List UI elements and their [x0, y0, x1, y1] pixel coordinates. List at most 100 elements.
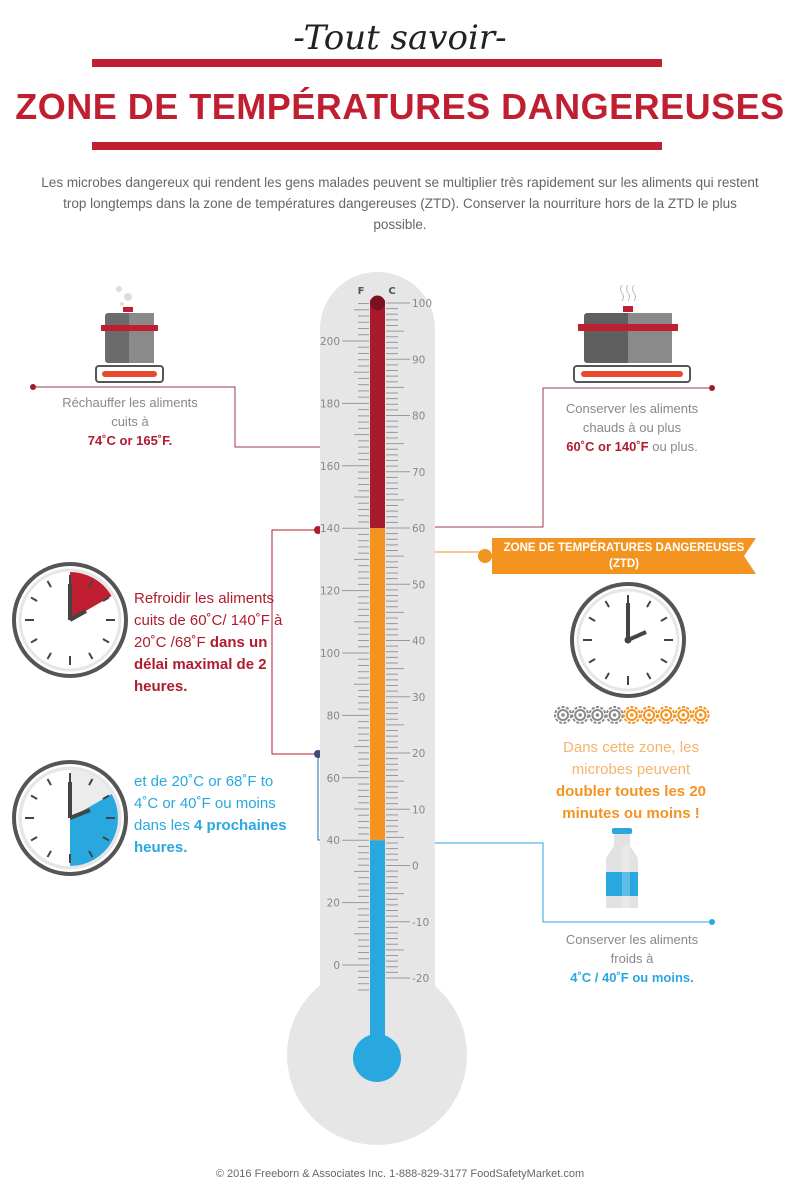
divider-bottom	[92, 142, 662, 150]
f-tick-label: 140	[320, 523, 340, 535]
connector-dot	[709, 385, 715, 391]
clock-tick	[588, 616, 596, 622]
clock-tick	[604, 600, 610, 608]
cool-step1-bold: dans un délai maximal de 2 heures.	[134, 634, 268, 695]
clock-tick	[588, 658, 596, 664]
f-tick-label: 180	[320, 398, 340, 410]
c-tick-label: 90	[412, 354, 425, 366]
pot-steam-icon	[95, 286, 164, 383]
c-tick-label: -10	[412, 917, 429, 929]
clock-tick	[660, 616, 668, 622]
intro-text: Les microbes dangereux qui rendent les g…	[41, 175, 759, 232]
f-tick-label: 20	[327, 898, 340, 910]
divider-top	[92, 59, 662, 67]
c-tick-label: 10	[412, 804, 425, 816]
reheat-label: Réchauffer les aliments cuits à 74˚C or …	[50, 393, 210, 450]
f-tick-label: 160	[320, 461, 340, 473]
c-tick-label: 30	[412, 692, 425, 704]
microbe-icon	[622, 706, 641, 724]
microbe-row	[554, 706, 710, 724]
milk-bottle-icon	[606, 828, 638, 908]
cool-step2-text: et de 20˚C or 68˚F to 4˚C or 40˚F ou moi…	[134, 773, 276, 834]
c-tick-label: 40	[412, 636, 425, 648]
microbe-icon	[657, 706, 676, 724]
clock-tick	[30, 638, 38, 644]
clock-tick	[660, 658, 668, 664]
microbe-icon	[605, 706, 624, 724]
pot-hot-icon	[573, 284, 691, 383]
cold-hold-text: Conserver les aliments froids à	[565, 932, 699, 966]
microbe-icon	[691, 706, 710, 724]
c-tick-label: 80	[412, 411, 425, 423]
microbe-icon	[640, 706, 658, 724]
clock-2h-icon	[12, 562, 128, 678]
danger-zone-banner-text: ZONE DE TEMPÉRATURES DANGEREUSES (ZTD)	[503, 542, 745, 570]
cold-zone-fill	[370, 840, 385, 1050]
danger-zone-text: Dans cette zone, les microbes peuvent do…	[543, 737, 719, 825]
thermometer: 0 20 40 60 80 100 120 140 160 180 200 -20 -10 0 10 20 30…	[287, 272, 467, 1145]
cool-connector	[271, 529, 318, 755]
danger-zone-banner	[492, 538, 756, 574]
danger-zone-bold: doubler toutes les 20 minutes ou moins !	[555, 783, 707, 822]
clock-tick	[46, 652, 52, 660]
microbe-icon	[554, 706, 572, 724]
clock-tick	[30, 836, 38, 842]
danger-zone-plain: Dans cette zone, les microbes peuvent	[563, 739, 699, 778]
clock-danger-icon	[570, 582, 686, 698]
f-tick-label: 100	[320, 648, 340, 660]
cold-hold-temp: 4˚C / 40˚F ou moins.	[570, 970, 694, 985]
c-label: C	[388, 286, 395, 297]
hot-hold-temp: 60˚C or 140˚F	[566, 439, 649, 454]
c-tick-label: 60	[412, 523, 425, 535]
reheat-text: Réchauffer les aliments cuits à	[62, 395, 198, 429]
c-tick-label: -20	[412, 973, 429, 985]
hot-hold-text: Conserver les aliments chauds à ou plus	[565, 401, 699, 435]
clock-tick	[102, 836, 110, 842]
footer-copyright: © 2016 Freeborn & Associates Inc. 1-888-…	[215, 1168, 585, 1180]
clock-tick	[88, 580, 94, 588]
c-tick-label: 70	[412, 467, 425, 479]
f-label: F	[358, 286, 365, 297]
clock-tick	[102, 794, 110, 800]
tube-top	[370, 295, 385, 311]
danger-zone-fill	[370, 528, 385, 841]
c-tick-label: 0	[412, 861, 419, 873]
clock-tick	[46, 580, 52, 588]
cold-hold-label: Conserver les aliments froids à 4˚C / 40…	[552, 930, 712, 987]
microbe-icon	[571, 706, 590, 724]
clock-tick	[46, 778, 52, 786]
thermometer-bulb	[353, 1034, 401, 1082]
connector-dot	[709, 919, 715, 925]
clock-tick	[604, 672, 610, 680]
cold-connector	[435, 842, 712, 923]
clock-tick	[102, 596, 110, 602]
reheat-connector	[33, 386, 320, 448]
cool-step2-label: et de 20˚C or 68˚F to 4˚C or 40˚F ou moi…	[134, 771, 294, 859]
f-tick-label: 200	[320, 336, 340, 348]
hot-zone-fill	[370, 300, 385, 529]
clock-tick	[30, 596, 38, 602]
clock-tick	[646, 672, 652, 680]
reheat-temp: 74˚C or 165˚F.	[87, 433, 173, 448]
cool-step1-text: Refroidir les aliments cuits de 60˚C/ 14…	[134, 590, 283, 651]
clock-tick	[88, 778, 94, 786]
f-tick-label: 80	[327, 710, 340, 722]
clock-tick	[646, 600, 652, 608]
microbe-icon	[588, 706, 607, 724]
connector-dot	[478, 549, 492, 563]
clock-tick	[88, 850, 94, 858]
clock-tick	[46, 850, 52, 858]
c-tick-label: 100	[412, 298, 432, 310]
hot-hold-suffix: ou plus.	[648, 439, 698, 454]
f-tick-label: 0	[333, 960, 340, 972]
c-tick-label: 50	[412, 579, 425, 591]
cool-step2-bold: 4 prochaines heures.	[134, 817, 287, 856]
clock-tick	[102, 638, 110, 644]
f-tick-label: 40	[327, 835, 340, 847]
clock-tick	[30, 794, 38, 800]
c-tick-label: 20	[412, 748, 425, 760]
script-title: -Tout savoir-	[293, 18, 507, 58]
page-title: ZONE DE TEMPÉRATURES DANGEREUSES	[15, 86, 785, 127]
